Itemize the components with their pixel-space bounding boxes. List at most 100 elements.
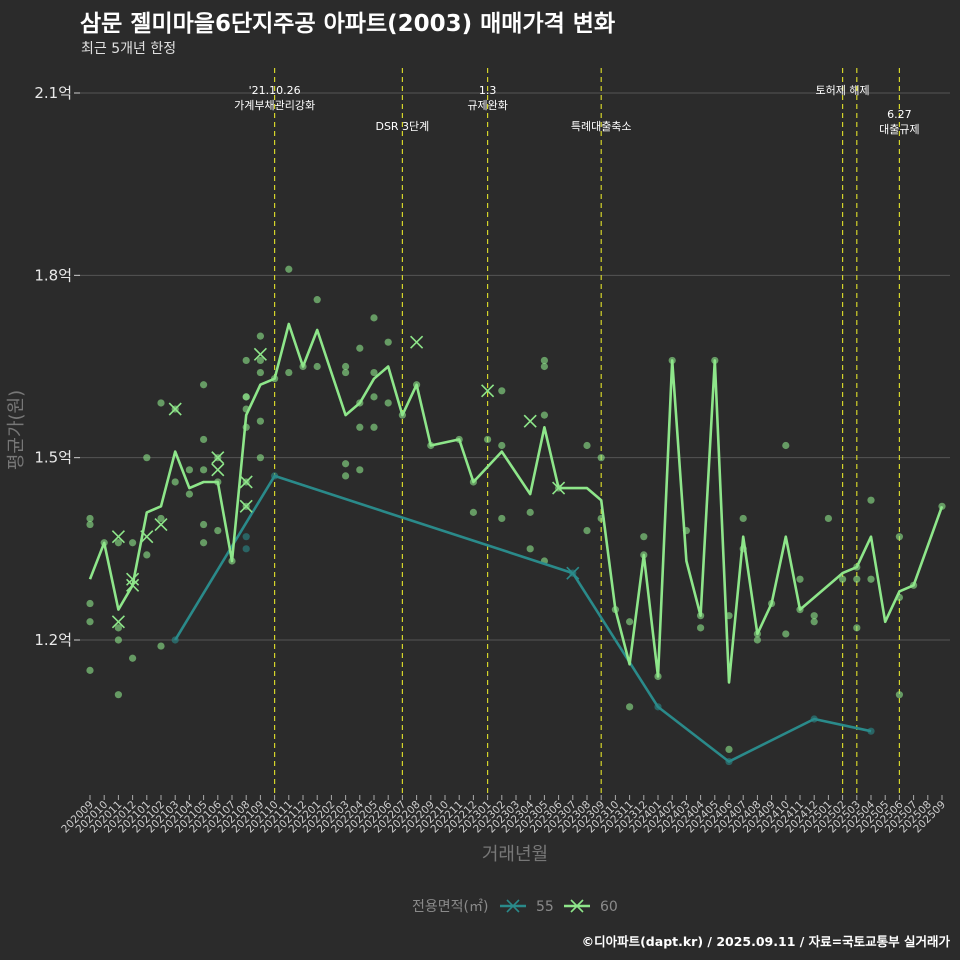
event-label: DSR 3단계 [375, 120, 429, 133]
data-point-60 [242, 393, 250, 401]
legend-item-60: 60 [564, 899, 618, 915]
data-point-60 [853, 575, 861, 583]
series-line-55 [174, 474, 872, 763]
event-label: 특례대출축소 [571, 120, 632, 133]
data-point-60 [143, 454, 151, 462]
data-point-60 [782, 630, 790, 638]
data-point-60 [256, 417, 264, 425]
data-point-60 [200, 381, 208, 389]
data-point-60 [498, 387, 506, 395]
y-tick-label: 2.1억 [34, 84, 72, 102]
chart-subtitle: 최근 5개년 한정 [81, 41, 177, 57]
data-point-60 [583, 441, 591, 450]
data-point-60 [370, 393, 378, 401]
data-point-60 [256, 332, 264, 340]
data-point-60 [356, 466, 364, 474]
chart-title: 삼문 젤미마을6단지주공 아파트(2003) 매매가격 변화 [80, 11, 616, 37]
data-point-60 [384, 399, 392, 407]
source-caption: ©디아파트(dapt.kr) / 2025.09.11 / 자료=국토교통부 실… [581, 934, 950, 949]
series-lines [88, 322, 944, 763]
data-point-60 [157, 399, 165, 407]
data-point-60 [810, 618, 818, 626]
series-line-60 [88, 322, 944, 684]
event-label: 가계부채관리강화 [234, 99, 315, 112]
data-point-60 [256, 368, 264, 377]
event-label: 대출규제 [879, 123, 919, 136]
x-marker-60 [111, 615, 125, 629]
data-point-60 [214, 527, 222, 535]
y-axis-title: 평균가(원) [6, 390, 27, 470]
data-point-60 [86, 666, 94, 674]
grid-lines [78, 92, 950, 641]
data-point-60 [285, 265, 293, 273]
data-point-60 [114, 539, 122, 547]
data-point-60 [540, 362, 549, 371]
data-point-60 [739, 514, 747, 523]
x-marker-60 [111, 530, 125, 544]
data-point-60 [157, 642, 165, 650]
x-marker-60 [211, 463, 225, 477]
data-point-60 [597, 454, 605, 462]
event-label: '21.10.26 [249, 84, 301, 97]
data-point-60 [782, 441, 790, 450]
data-point-60 [342, 368, 350, 377]
data-point-60 [185, 466, 193, 474]
y-axis-ticks: 1.2억 1.5억 1.8억 2.1억 [34, 84, 80, 649]
data-point-60 [86, 520, 94, 529]
data-point-60 [370, 423, 378, 431]
data-point-60 [484, 435, 492, 444]
scatter-points [86, 265, 946, 766]
data-point-60 [342, 472, 350, 480]
data-point-60 [895, 691, 904, 699]
event-label: 6.27 [887, 108, 912, 121]
data-point-60 [114, 624, 122, 632]
data-point-60 [697, 624, 705, 632]
data-point-60 [839, 575, 847, 583]
data-point-60 [370, 314, 378, 322]
x-marker-60 [552, 481, 566, 495]
data-point-60 [114, 636, 122, 644]
x-marker-60 [140, 530, 154, 544]
data-point-60 [853, 624, 861, 632]
data-point-60 [114, 691, 122, 699]
x-marker-60 [523, 414, 537, 428]
y-tick-label: 1.8억 [34, 266, 72, 284]
data-point-60 [895, 533, 904, 541]
event-label: 토허제 해제 [816, 83, 870, 97]
data-point-60 [626, 618, 634, 626]
x-marker-60 [253, 347, 267, 361]
data-point-60 [143, 551, 151, 559]
legend-title: 전용면적(㎡) [412, 899, 488, 915]
event-label: 1.3 [479, 84, 497, 97]
y-tick-label: 1.5억 [34, 449, 72, 467]
data-point-60 [86, 599, 94, 608]
data-point-60 [200, 466, 208, 474]
data-point-60 [86, 618, 94, 626]
data-point-60 [342, 362, 350, 371]
x-marker-60 [239, 499, 253, 513]
data-point-60 [200, 539, 208, 547]
data-point-60 [256, 356, 264, 365]
data-point-60 [200, 520, 208, 529]
data-point-60 [640, 533, 648, 541]
data-point-60 [313, 296, 321, 304]
data-point-60 [626, 703, 634, 711]
data-point-60 [867, 496, 875, 504]
data-point-60 [540, 411, 549, 419]
data-point-60 [129, 654, 137, 662]
data-point-60 [498, 441, 506, 450]
data-point-60 [526, 545, 534, 553]
data-point-60 [810, 612, 818, 620]
x-marker-60 [126, 572, 140, 586]
legend-label: 55 [536, 899, 554, 915]
data-point-60 [469, 508, 477, 516]
x-markers [111, 335, 580, 629]
data-point-60 [200, 435, 208, 444]
data-point-60 [313, 362, 321, 371]
x-marker-60 [211, 451, 225, 465]
data-point-60 [867, 575, 875, 583]
data-point-60 [356, 423, 364, 431]
data-point-60 [256, 454, 264, 462]
